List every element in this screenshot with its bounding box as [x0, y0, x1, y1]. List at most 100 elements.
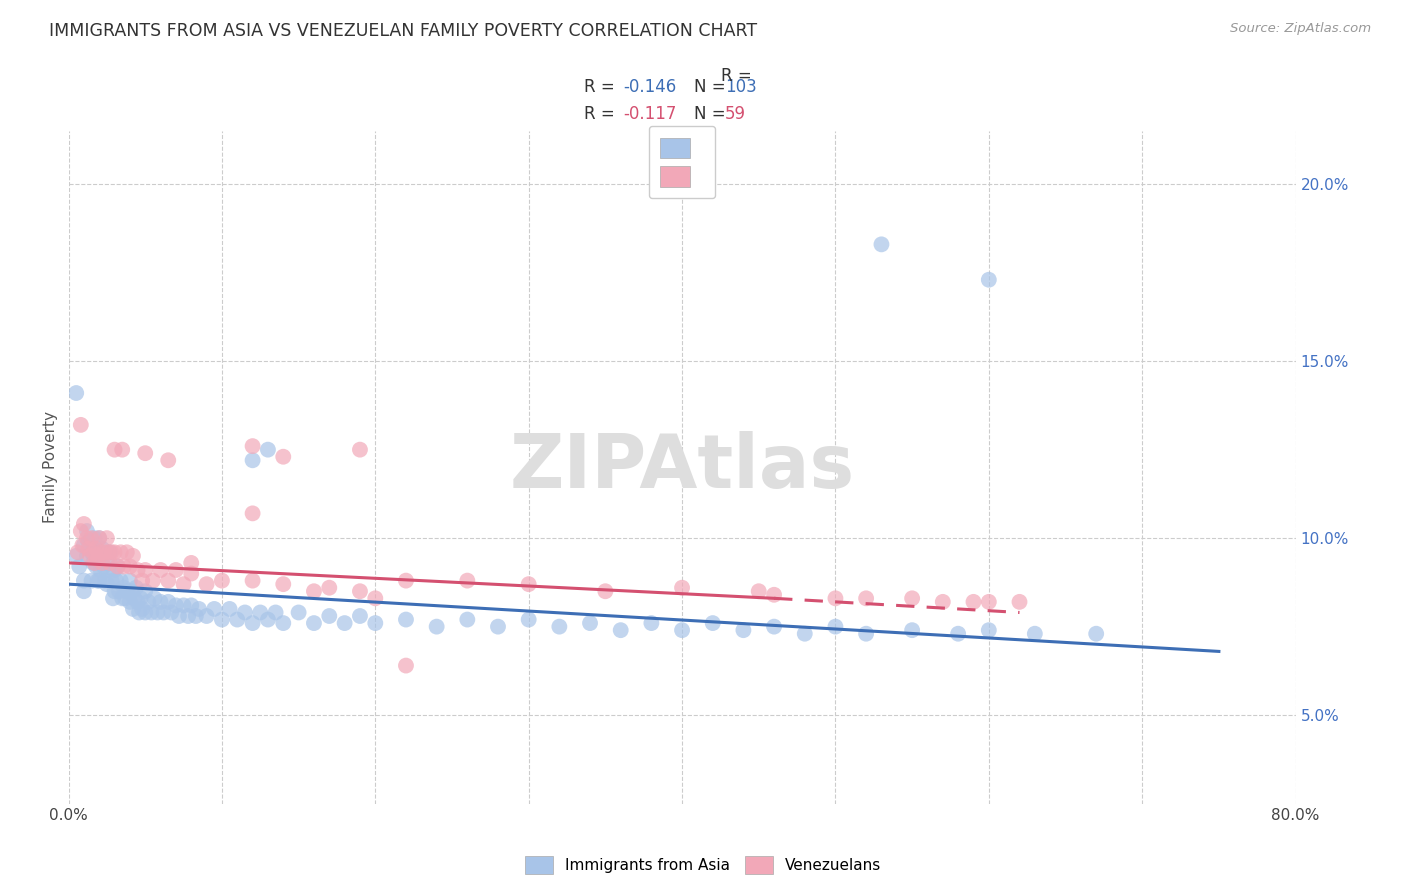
Point	[456, 613, 478, 627]
Point	[103, 584, 125, 599]
Point	[89, 574, 111, 588]
Point	[595, 584, 617, 599]
Text: R =: R =	[583, 78, 620, 96]
Point	[426, 620, 449, 634]
Point	[184, 609, 207, 624]
Point	[120, 584, 142, 599]
Point	[349, 584, 371, 599]
Point	[107, 559, 129, 574]
Point	[318, 581, 340, 595]
Point	[977, 273, 1000, 287]
Point	[180, 599, 202, 613]
Point	[211, 613, 233, 627]
Point	[134, 563, 156, 577]
Point	[364, 591, 387, 606]
Point	[146, 606, 169, 620]
Point	[962, 595, 984, 609]
Point	[855, 591, 877, 606]
Point	[76, 524, 98, 538]
Point	[173, 599, 195, 613]
Point	[977, 623, 1000, 637]
Text: 59: 59	[725, 105, 747, 123]
Point	[66, 545, 89, 559]
Point	[115, 584, 138, 599]
Point	[733, 623, 755, 637]
Point	[242, 453, 264, 467]
Point	[129, 591, 152, 606]
Point	[73, 584, 96, 599]
Point	[80, 545, 103, 559]
Point	[82, 545, 104, 559]
Point	[72, 538, 94, 552]
Point	[96, 531, 118, 545]
Point	[80, 574, 103, 588]
Point	[131, 574, 153, 588]
Point	[77, 534, 100, 549]
Point	[134, 584, 156, 599]
Point	[157, 453, 180, 467]
Point	[91, 541, 114, 556]
Point	[65, 386, 87, 401]
Point	[242, 616, 264, 631]
Point	[112, 581, 135, 595]
Point	[157, 595, 180, 609]
Point	[122, 549, 145, 563]
Point	[671, 581, 693, 595]
Point	[134, 606, 156, 620]
Point	[108, 584, 131, 599]
Point	[318, 609, 340, 624]
Point	[180, 566, 202, 581]
Point	[195, 577, 218, 591]
Point	[486, 620, 509, 634]
Point	[89, 531, 111, 545]
Point	[202, 602, 225, 616]
Point	[264, 606, 287, 620]
Point	[1085, 626, 1108, 640]
Point	[105, 574, 128, 588]
Point	[82, 556, 104, 570]
Point	[302, 584, 325, 599]
Point	[364, 616, 387, 631]
Point	[118, 559, 141, 574]
Point	[93, 545, 115, 559]
Legend: , : ,	[648, 126, 716, 198]
Point	[100, 574, 122, 588]
Point	[73, 538, 96, 552]
Text: -0.146: -0.146	[623, 78, 676, 96]
Point	[103, 545, 125, 559]
Point	[118, 595, 141, 609]
Point	[932, 595, 955, 609]
Point	[124, 591, 146, 606]
Text: 103: 103	[725, 78, 756, 96]
Point	[173, 577, 195, 591]
Point	[128, 606, 150, 620]
Point	[349, 609, 371, 624]
Point	[90, 545, 112, 559]
Point	[242, 439, 264, 453]
Text: N =: N =	[695, 78, 731, 96]
Point	[97, 545, 120, 559]
Point	[86, 574, 108, 588]
Point	[946, 626, 969, 640]
Point	[91, 556, 114, 570]
Point	[111, 591, 134, 606]
Point	[579, 616, 602, 631]
Point	[793, 626, 815, 640]
Point	[84, 559, 107, 574]
Point	[165, 563, 187, 577]
Point	[69, 524, 91, 538]
Point	[118, 574, 141, 588]
Point	[77, 541, 100, 556]
Point	[65, 549, 87, 563]
Point	[671, 623, 693, 637]
Point	[233, 606, 256, 620]
Point	[517, 613, 540, 627]
Point	[89, 531, 111, 545]
Point	[1008, 595, 1031, 609]
Point	[131, 602, 153, 616]
Point	[111, 442, 134, 457]
Point	[287, 606, 309, 620]
Point	[609, 623, 631, 637]
Point	[824, 591, 846, 606]
Point	[90, 563, 112, 577]
